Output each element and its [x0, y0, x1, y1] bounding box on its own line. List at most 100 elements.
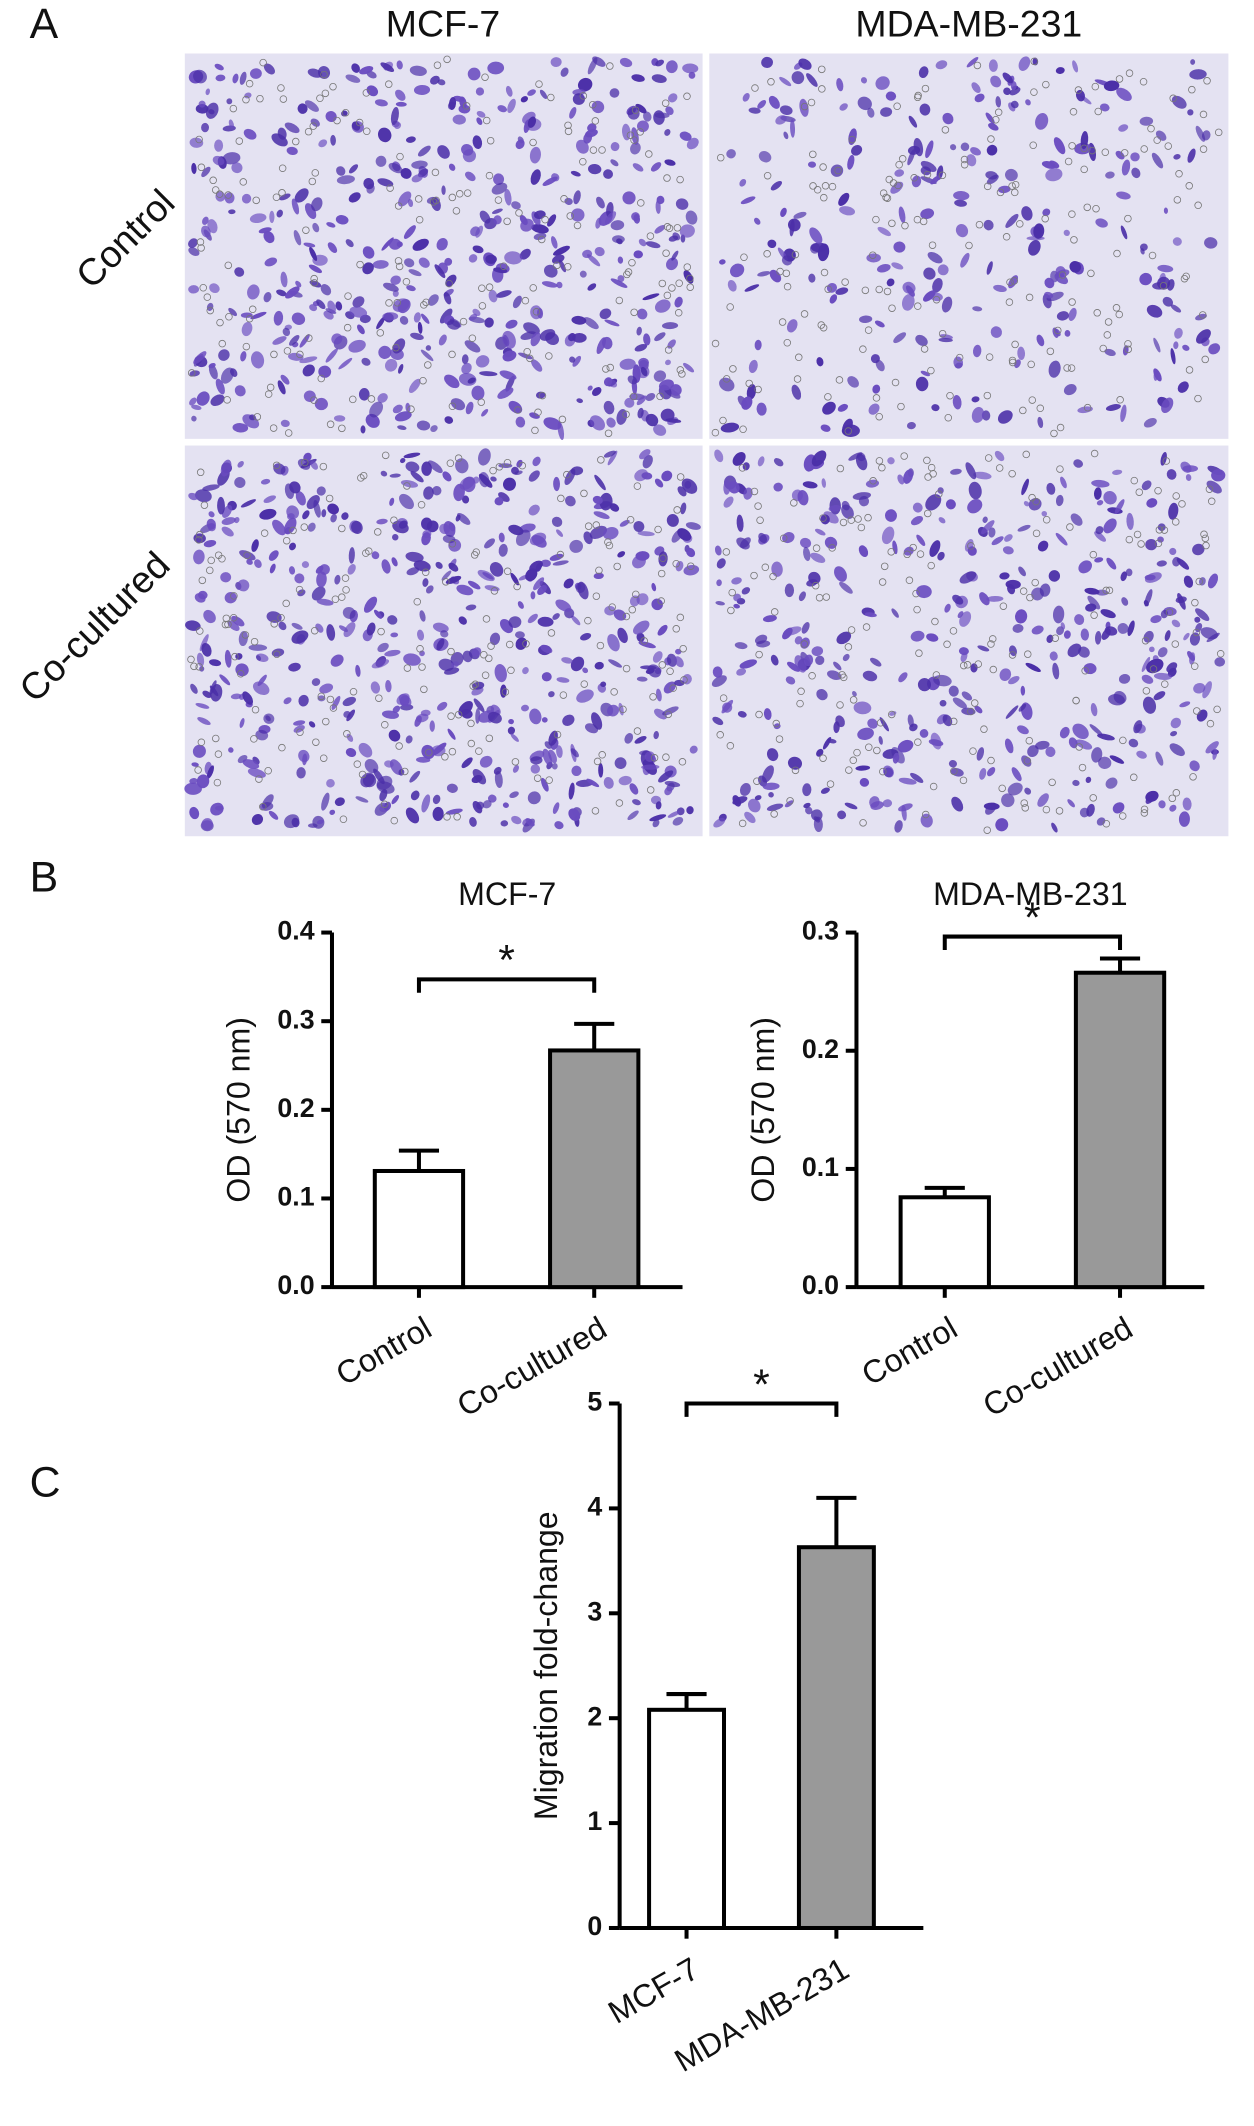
cell [814, 528, 826, 536]
cell [550, 57, 562, 68]
pore [310, 274, 318, 283]
cell [1104, 348, 1116, 357]
pore [994, 108, 1003, 117]
cell [511, 815, 522, 825]
cell [920, 370, 931, 377]
pore [1010, 277, 1019, 285]
cell [911, 175, 922, 188]
cell [997, 410, 1013, 424]
pore [471, 680, 480, 689]
cell [685, 210, 698, 225]
cell [935, 60, 948, 70]
cell [554, 821, 564, 830]
cell [1091, 479, 1110, 488]
cell [1155, 751, 1164, 766]
cell [1164, 630, 1171, 641]
cell [1095, 631, 1102, 645]
cell [1072, 723, 1089, 740]
pore [869, 251, 877, 259]
cell [837, 403, 849, 412]
cell [1049, 651, 1058, 661]
cell [336, 166, 346, 176]
cell [1121, 597, 1129, 606]
cell [423, 486, 434, 500]
cell [995, 818, 1009, 832]
cell [351, 63, 361, 73]
pore [772, 719, 781, 728]
pore [256, 94, 264, 103]
pore [608, 603, 616, 611]
cell [396, 693, 410, 705]
cell [1041, 510, 1048, 517]
pore [657, 569, 666, 578]
cell [877, 226, 892, 237]
pore [375, 694, 383, 702]
cell [556, 677, 570, 683]
pore [317, 692, 326, 701]
pore [308, 177, 317, 186]
cell [327, 503, 339, 515]
pore [630, 308, 638, 317]
cell [1004, 738, 1014, 754]
cell [445, 808, 463, 815]
pore [591, 807, 600, 815]
cell [562, 714, 575, 726]
pore [662, 753, 670, 761]
cell [351, 121, 361, 131]
pore [1025, 736, 1034, 745]
pore [646, 786, 655, 794]
pore [1031, 578, 1039, 587]
pore [1087, 269, 1095, 278]
cell [531, 535, 547, 548]
cell [643, 111, 652, 122]
pore [592, 521, 601, 529]
cell [408, 378, 421, 393]
cell [1072, 60, 1079, 73]
cell [907, 714, 914, 728]
cell [1005, 168, 1018, 182]
cell [762, 782, 780, 791]
cell [488, 289, 498, 303]
cell [1063, 229, 1070, 237]
cell [841, 504, 854, 519]
cell [630, 142, 641, 155]
cell [1120, 404, 1127, 423]
pore [416, 645, 424, 653]
cell [232, 73, 239, 84]
pore [869, 477, 877, 485]
cell [1169, 547, 1177, 555]
pore [236, 670, 245, 678]
pore [432, 196, 440, 205]
pore [1054, 326, 1062, 335]
cell [311, 197, 323, 212]
cell [1192, 543, 1205, 556]
cell [1169, 743, 1185, 757]
cell [429, 720, 435, 732]
cell [589, 415, 606, 431]
cell [381, 559, 391, 574]
cell [448, 562, 459, 572]
cell [729, 263, 745, 278]
cell [476, 111, 486, 118]
cell [478, 473, 493, 488]
pore [553, 730, 562, 739]
pore [1137, 540, 1145, 548]
pore [1068, 298, 1076, 306]
cell [1195, 313, 1207, 321]
cell [1153, 672, 1172, 680]
cell [294, 573, 305, 584]
pore [613, 562, 621, 571]
cell [640, 366, 648, 377]
pore [1173, 196, 1182, 204]
pore [395, 262, 404, 271]
cell [318, 139, 328, 148]
cell [675, 198, 689, 210]
cell [246, 559, 253, 565]
cell [827, 670, 842, 680]
pore [1016, 220, 1024, 228]
cell [1091, 747, 1103, 763]
cell [195, 104, 209, 114]
cell [196, 652, 205, 667]
cell [976, 747, 985, 761]
pore [194, 766, 202, 774]
